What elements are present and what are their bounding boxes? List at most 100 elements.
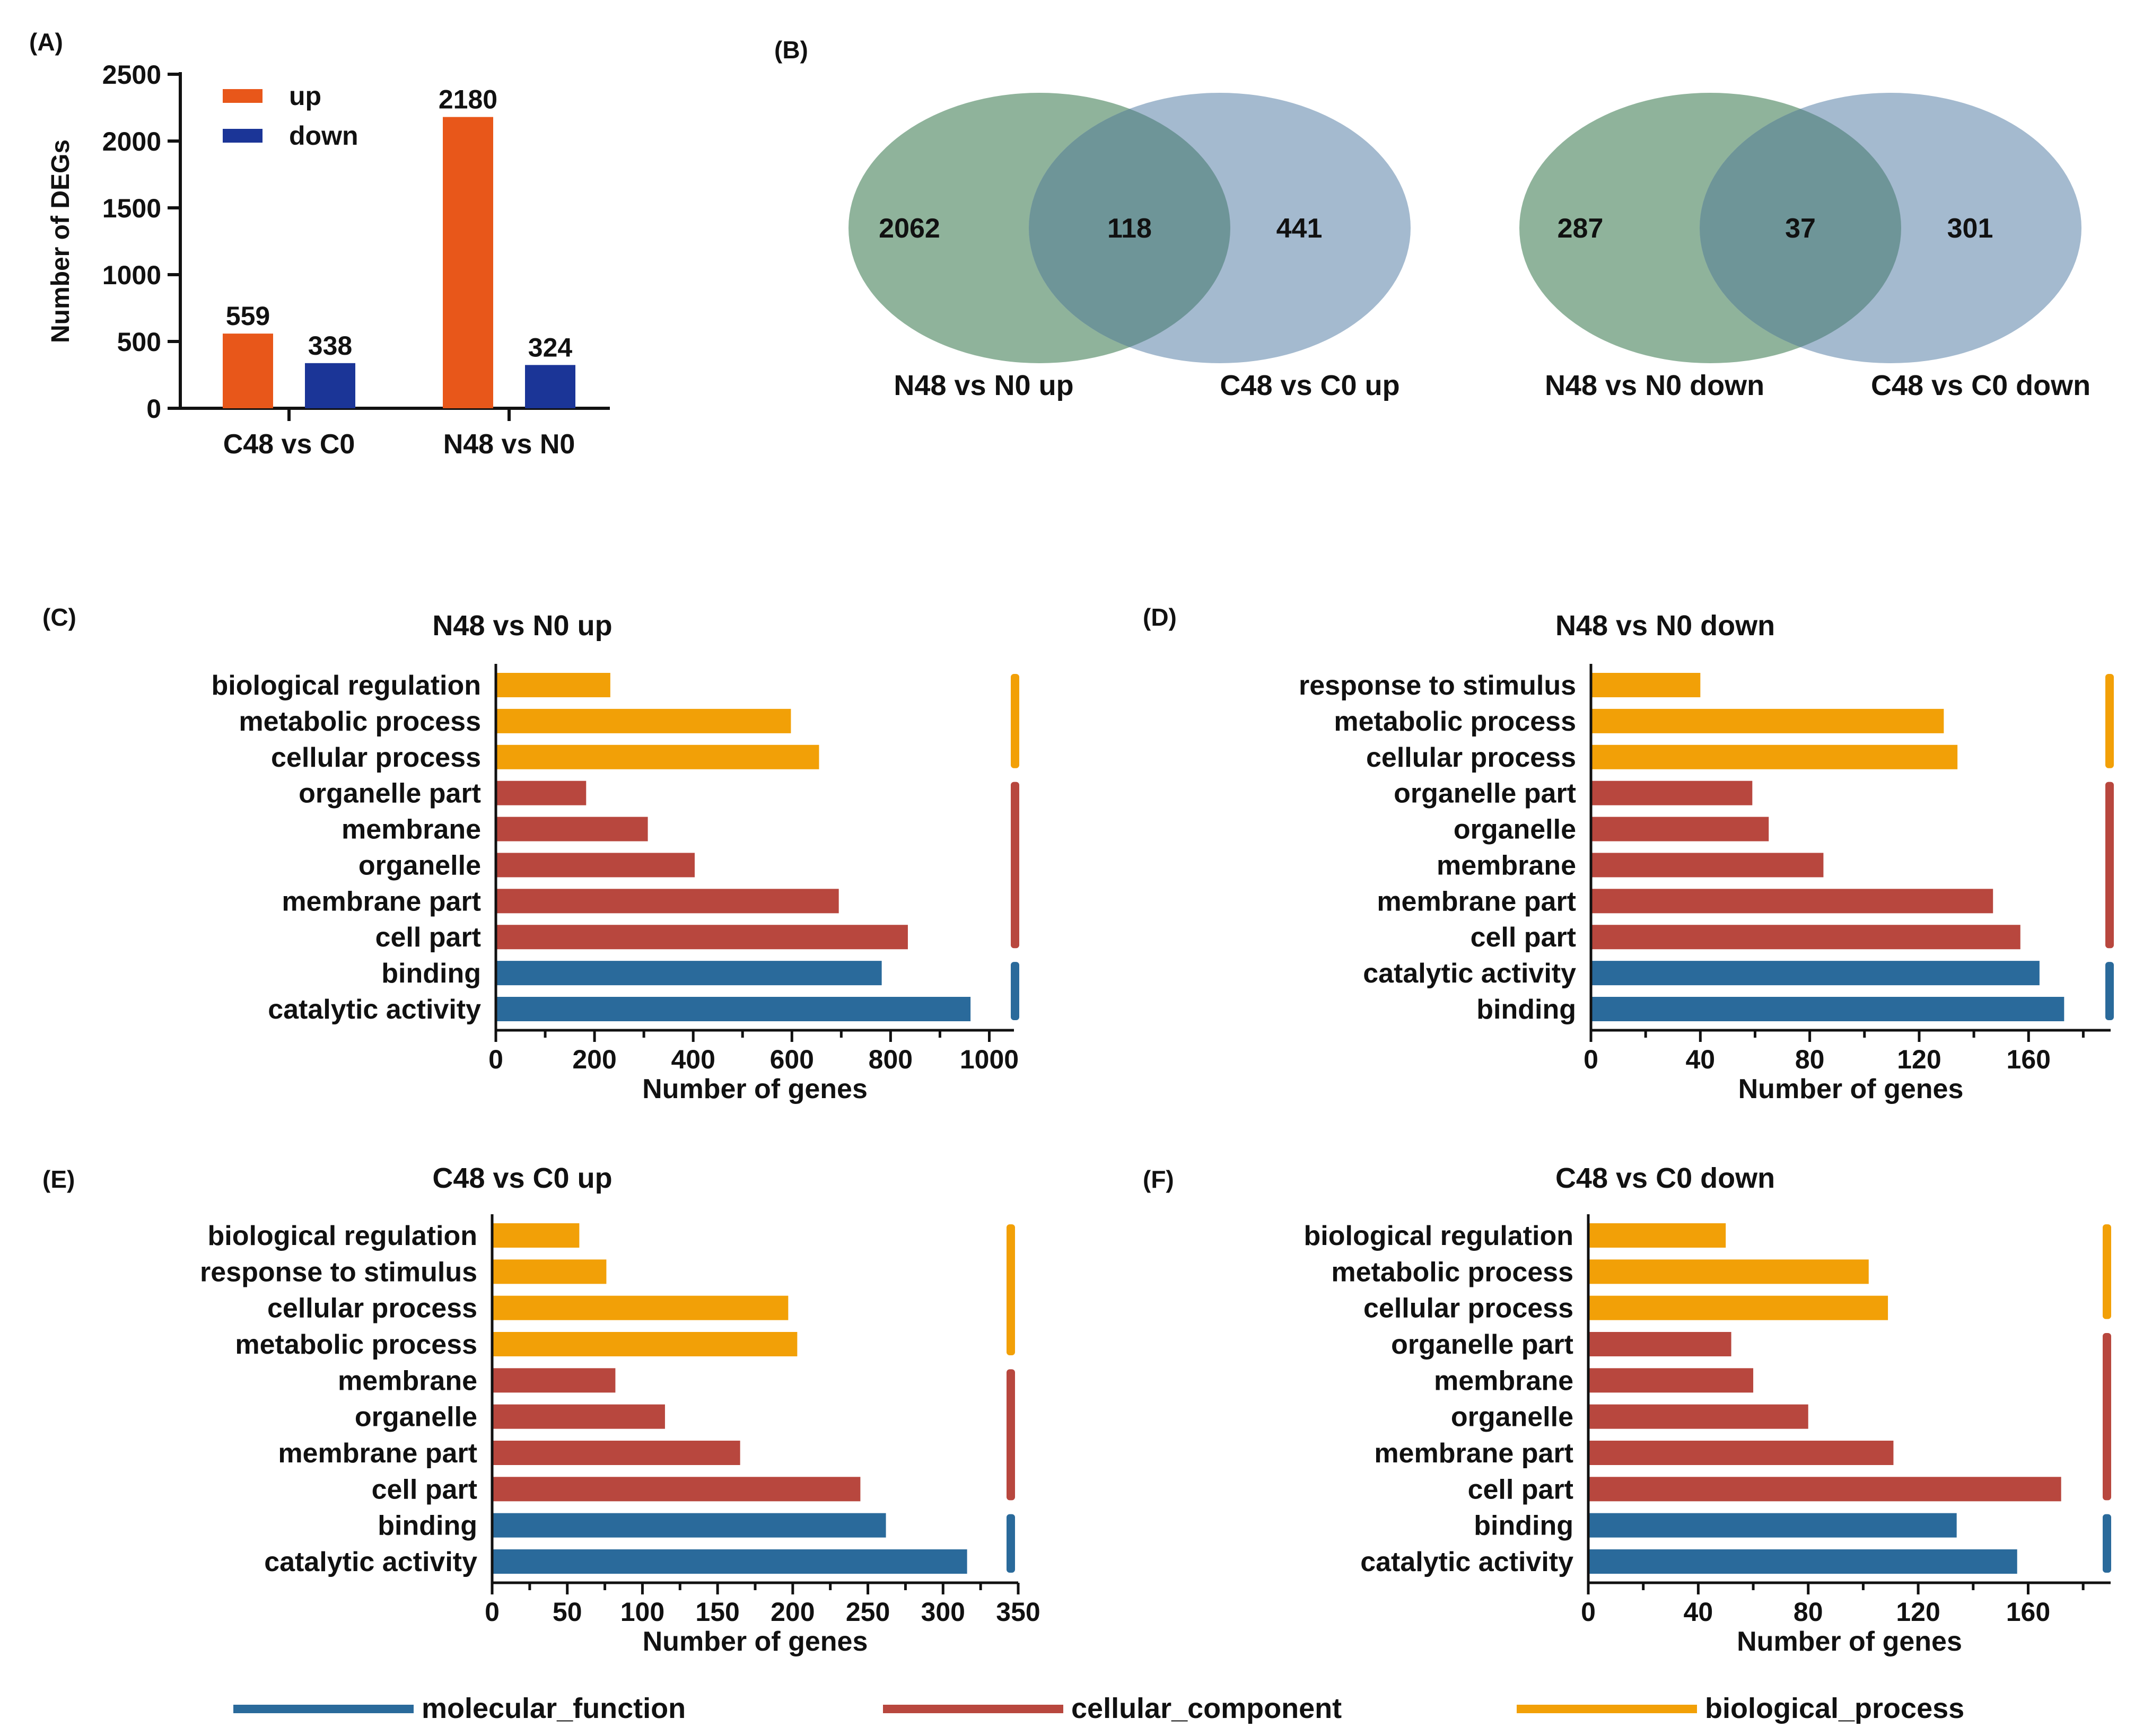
bar-cell-part [1591, 925, 2020, 950]
category-label: organelle [358, 850, 481, 881]
category-label: metabolic process [1334, 706, 1576, 737]
bar-membrane-part [1588, 1441, 1894, 1465]
x-axis-label: Number of genes [1738, 1074, 1964, 1104]
category-label: organelle [1451, 1402, 1573, 1433]
group-indicator-biological_process [1007, 1224, 1015, 1355]
x-axis-label: Number of genes [642, 1074, 868, 1104]
x-tick-label: 0 [1581, 1597, 1596, 1627]
legend-label-biological_process: biological_process [1705, 1693, 1964, 1724]
legend-line-molecular_function [233, 1705, 414, 1713]
group-indicator-molecular_function [2103, 1514, 2111, 1573]
category-label: membrane part [278, 1438, 477, 1469]
category-label: binding [1476, 994, 1576, 1025]
x-tick-label: N48 vs N0 [443, 429, 575, 460]
legend-line-cellular_component [883, 1705, 1063, 1713]
category-label: binding [1474, 1511, 1573, 1541]
venn-left-count: 2062 [879, 213, 940, 244]
chart-title: C48 vs C0 down [1555, 1162, 1775, 1194]
venn-right-label: C48 vs C0 up [1220, 370, 1399, 401]
bar-membrane [496, 817, 648, 841]
venn-overlap-count: 118 [1107, 213, 1152, 244]
category-label: membrane [1437, 850, 1576, 881]
category-label: membrane part [282, 886, 481, 917]
category-label: binding [381, 958, 481, 989]
category-label: membrane [1434, 1365, 1573, 1396]
group-indicator-cellular_component [2103, 1333, 2111, 1501]
category-label: cellular process [1363, 1293, 1573, 1324]
panel-label: (A) [29, 28, 63, 56]
bar-membrane-part [496, 889, 839, 914]
panel-a-deg-bar-chart: (A) 0 500 1000 1500 2000 2500 Number of DEGs C48… [29, 28, 610, 460]
x-tick-label: 350 [996, 1597, 1040, 1627]
category-label: membrane part [1377, 886, 1576, 917]
group-indicator-cellular_component [1011, 782, 1019, 949]
data-label: 338 [308, 331, 352, 361]
bar-membrane [1588, 1368, 1754, 1393]
category-label: catalytic activity [1360, 1547, 1573, 1577]
bar-metabolic-process [496, 708, 791, 733]
bar-organelle [1588, 1404, 1808, 1429]
venn-left-count: 287 [1558, 213, 1604, 244]
y-tick-label: 500 [117, 327, 161, 357]
category-label: cellular process [1366, 742, 1576, 773]
panel-label: (B) [774, 36, 808, 64]
bar-catalytic-activity [492, 1549, 967, 1574]
category-label: catalytic activity [1363, 958, 1576, 989]
venn-diagram: 2062 118 441 N48 vs N0 up C48 vs C0 up [848, 93, 1411, 401]
group-indicator-biological_process [1011, 674, 1019, 768]
category-label: organelle part [1394, 778, 1576, 809]
x-tick-label: 120 [1897, 1045, 1941, 1074]
group-indicator-biological_process [2103, 1224, 2111, 1319]
x-tick-label: 40 [1686, 1045, 1716, 1074]
group-indicator-cellular_component [2105, 782, 2114, 949]
x-tick-label: 100 [620, 1597, 664, 1627]
y-tick-label: 1500 [102, 194, 161, 223]
venn-left-label: N48 vs N0 up [894, 370, 1073, 401]
bar-response-to-stimulus [492, 1259, 607, 1284]
bar-metabolic-process [1591, 708, 1944, 733]
bar-biological-regulation [1588, 1223, 1726, 1248]
bar-cellular-process [496, 744, 819, 769]
x-tick-label: 600 [770, 1045, 814, 1074]
data-label: 559 [226, 301, 270, 331]
x-tick-label: 40 [1684, 1597, 1713, 1627]
chart-title: N48 vs N0 up [432, 610, 612, 642]
venn-right-label: C48 vs C0 down [1871, 370, 2090, 401]
bar-down [525, 365, 575, 408]
legend-swatch-down [223, 129, 263, 143]
x-tick-label: 800 [869, 1045, 913, 1074]
panel-label: (E) [42, 1165, 75, 1193]
bar-biological-regulation [496, 673, 610, 697]
bar-cellular-process [1588, 1295, 1888, 1320]
group-indicator-cellular_component [1007, 1369, 1015, 1501]
category-label: organelle part [299, 778, 481, 809]
bar-up [443, 117, 493, 408]
bar-cell-part [492, 1477, 861, 1502]
panel-f-go-bar-chart: (F) C48 vs C0 down biological regulation me… [1143, 1162, 2111, 1657]
category-label: organelle part [1391, 1329, 1573, 1360]
venn-overlap [1029, 93, 1230, 363]
bar-metabolic-process [1588, 1259, 1869, 1284]
category-label: biological regulation [212, 670, 481, 701]
go-category-legend: molecular_function cellular_component biol… [233, 1693, 1964, 1724]
x-tick-label: 0 [488, 1045, 503, 1074]
bar-membrane [1591, 853, 1824, 878]
legend-label-down: down [289, 121, 358, 151]
bar-organelle [496, 853, 695, 878]
bar-cell-part [1588, 1477, 2061, 1502]
x-tick-label: 200 [771, 1597, 815, 1627]
panel-label: (C) [42, 603, 76, 631]
category-label: cell part [375, 922, 481, 953]
category-label: response to stimulus [200, 1257, 477, 1287]
category-label: catalytic activity [268, 994, 481, 1025]
bar-organelle-part [1591, 781, 1753, 805]
venn-right-count: 441 [1276, 213, 1323, 244]
y-tick-label: 0 [146, 394, 161, 424]
bar-up [223, 334, 273, 408]
venn-overlap-count: 37 [1785, 213, 1816, 244]
bar-membrane-part [1591, 889, 1993, 914]
category-label: cell part [372, 1474, 477, 1505]
bar-organelle-part [1588, 1332, 1731, 1356]
group-indicator-molecular_function [2105, 962, 2114, 1020]
